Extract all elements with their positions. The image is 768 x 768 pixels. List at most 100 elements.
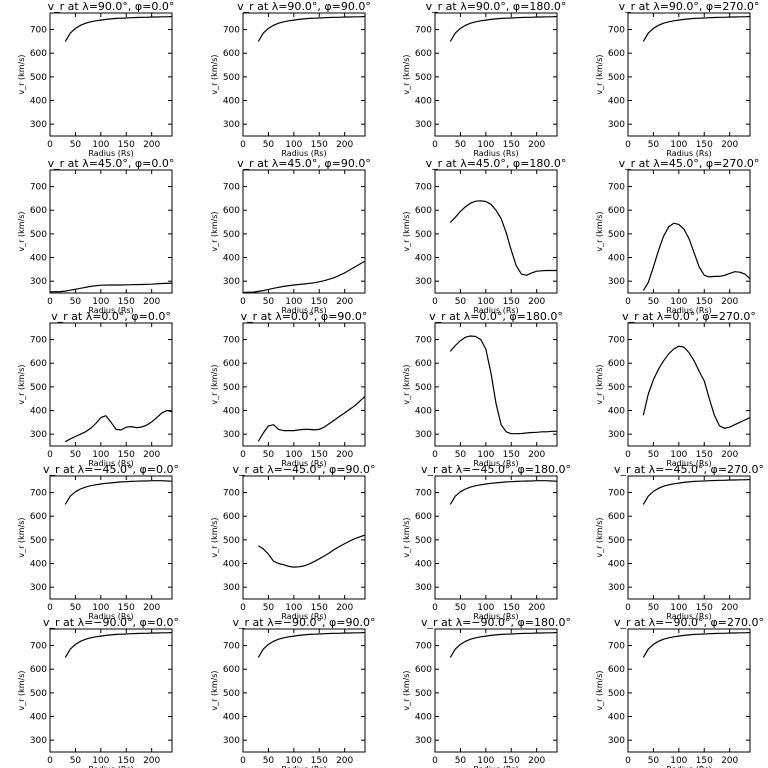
y-tick-label: 600: [415, 49, 432, 59]
y-axis-label: v_r (km/s): [210, 670, 219, 710]
chart-panel: v_r at λ=−45.0°, φ=90.0° 0 50 100 150 200 300 4…: [210, 463, 375, 621]
y-axis-label: v_r (km/s): [210, 517, 219, 557]
chart-title: v_r at λ=90.0°, φ=90.0°: [237, 0, 371, 13]
series-line: [257, 631, 365, 658]
y-tick-label: 600: [415, 665, 432, 675]
y-tick-label: 600: [30, 49, 47, 59]
x-tick-label: 200: [336, 756, 353, 766]
plot-frame: [49, 12, 173, 137]
y-axis-label: v_r (km/s): [595, 211, 604, 251]
y-axis-label: v_r (km/s): [402, 364, 411, 404]
y-tick-label: 700: [30, 26, 47, 36]
x-tick-label: 0: [47, 140, 53, 150]
plot-frame: [627, 169, 751, 294]
x-tick-label: 150: [311, 297, 328, 307]
y-axis-label: v_r (km/s): [17, 364, 26, 404]
y-tick-label: 400: [223, 254, 240, 264]
y-tick-label: 300: [608, 736, 625, 746]
x-tick-label: 100: [670, 603, 687, 613]
x-tick-label: 0: [240, 756, 246, 766]
chart-title: v_r at λ=−90.0°, φ=270.0°: [614, 616, 764, 629]
x-tick-label: 100: [285, 297, 302, 307]
x-tick-label: 100: [285, 450, 302, 460]
chart-title: v_r at λ=−45.0°, φ=270.0°: [614, 463, 764, 476]
x-tick-label: 100: [670, 297, 687, 307]
y-tick-label: 300: [415, 736, 432, 746]
y-tick-label: 600: [30, 665, 47, 675]
x-tick-label: 150: [696, 756, 713, 766]
x-tick-label: 0: [432, 756, 438, 766]
chart-title: v_r at λ=0.0°, φ=270.0°: [622, 310, 756, 323]
plot-frame: [242, 12, 366, 137]
chart-panel: v_r at λ=−45.0°, φ=0.0° 0 50 100 150 200 300 40…: [17, 463, 179, 621]
x-tick-label: 150: [311, 756, 328, 766]
y-tick-label: 500: [223, 536, 240, 546]
x-axis-label: Radius (Rs): [473, 149, 518, 158]
y-tick-label: 400: [608, 560, 625, 570]
y-tick-label: 300: [608, 430, 625, 440]
chart-panel: v_r at λ=−90.0°, φ=90.0° 0 50 100 150 200 300 4…: [210, 616, 375, 768]
x-axis-label: Radius (Rs): [666, 306, 711, 315]
chart-panel: v_r at λ=−90.0°, φ=0.0° 0 50 100 150 200 300 40…: [17, 616, 179, 768]
x-axis-label: Radius (Rs): [281, 612, 326, 621]
y-tick-label: 700: [415, 336, 432, 346]
y-tick-label: 500: [223, 689, 240, 699]
x-tick-label: 200: [528, 297, 545, 307]
y-tick-label: 300: [223, 583, 240, 593]
x-tick-label: 150: [503, 140, 520, 150]
plot-frame: [49, 322, 173, 447]
y-tick-label: 400: [608, 97, 625, 107]
x-tick-label: 150: [118, 297, 135, 307]
y-tick-label: 500: [223, 230, 240, 240]
series-line: [642, 222, 750, 291]
y-tick-label: 500: [608, 536, 625, 546]
y-tick-label: 500: [608, 230, 625, 240]
y-tick-label: 500: [30, 383, 47, 393]
y-tick-label: 300: [415, 120, 432, 130]
y-tick-label: 600: [223, 49, 240, 59]
chart-title: v_r at λ=−45.0°, φ=180.0°: [421, 463, 571, 476]
y-axis-label: v_r (km/s): [210, 54, 219, 94]
series-line: [449, 335, 557, 435]
chart-title: v_r at λ=45.0°, φ=270.0°: [619, 157, 760, 170]
plot-frame: [242, 475, 366, 600]
x-tick-label: 50: [263, 297, 275, 307]
x-tick-label: 50: [648, 297, 660, 307]
series-line: [449, 480, 557, 505]
x-tick-label: 200: [721, 756, 738, 766]
y-tick-label: 400: [608, 407, 625, 417]
x-tick-label: 200: [143, 756, 160, 766]
x-axis-label: Radius (Rs): [88, 612, 133, 621]
x-tick-label: 200: [143, 297, 160, 307]
x-tick-label: 0: [625, 450, 631, 460]
x-tick-label: 200: [336, 450, 353, 460]
y-tick-label: 700: [415, 642, 432, 652]
series-line: [449, 631, 557, 658]
plot-frame: [627, 12, 751, 137]
chart-title: v_r at λ=−45.0°, φ=90.0°: [233, 463, 376, 476]
y-tick-label: 500: [608, 383, 625, 393]
x-axis-label: Radius (Rs): [88, 459, 133, 468]
x-tick-label: 100: [670, 450, 687, 460]
x-tick-label: 0: [625, 603, 631, 613]
chart-title: v_r at λ=−90.0°, φ=90.0°: [233, 616, 376, 629]
y-tick-label: 600: [608, 512, 625, 522]
x-tick-label: 100: [285, 140, 302, 150]
series-line: [449, 15, 557, 42]
x-axis-label: Radius (Rs): [473, 306, 518, 315]
y-tick-label: 400: [30, 713, 47, 723]
plot-frame: [434, 169, 558, 294]
y-tick-label: 700: [223, 183, 240, 193]
x-tick-label: 50: [263, 603, 275, 613]
y-tick-label: 500: [415, 689, 432, 699]
x-tick-label: 50: [648, 140, 660, 150]
x-tick-label: 50: [70, 140, 82, 150]
y-tick-label: 700: [608, 336, 625, 346]
x-tick-label: 150: [118, 756, 135, 766]
y-tick-label: 600: [30, 359, 47, 369]
x-tick-label: 150: [118, 603, 135, 613]
y-tick-label: 400: [223, 407, 240, 417]
y-tick-label: 700: [608, 489, 625, 499]
x-tick-label: 100: [285, 756, 302, 766]
y-tick-label: 400: [30, 407, 47, 417]
